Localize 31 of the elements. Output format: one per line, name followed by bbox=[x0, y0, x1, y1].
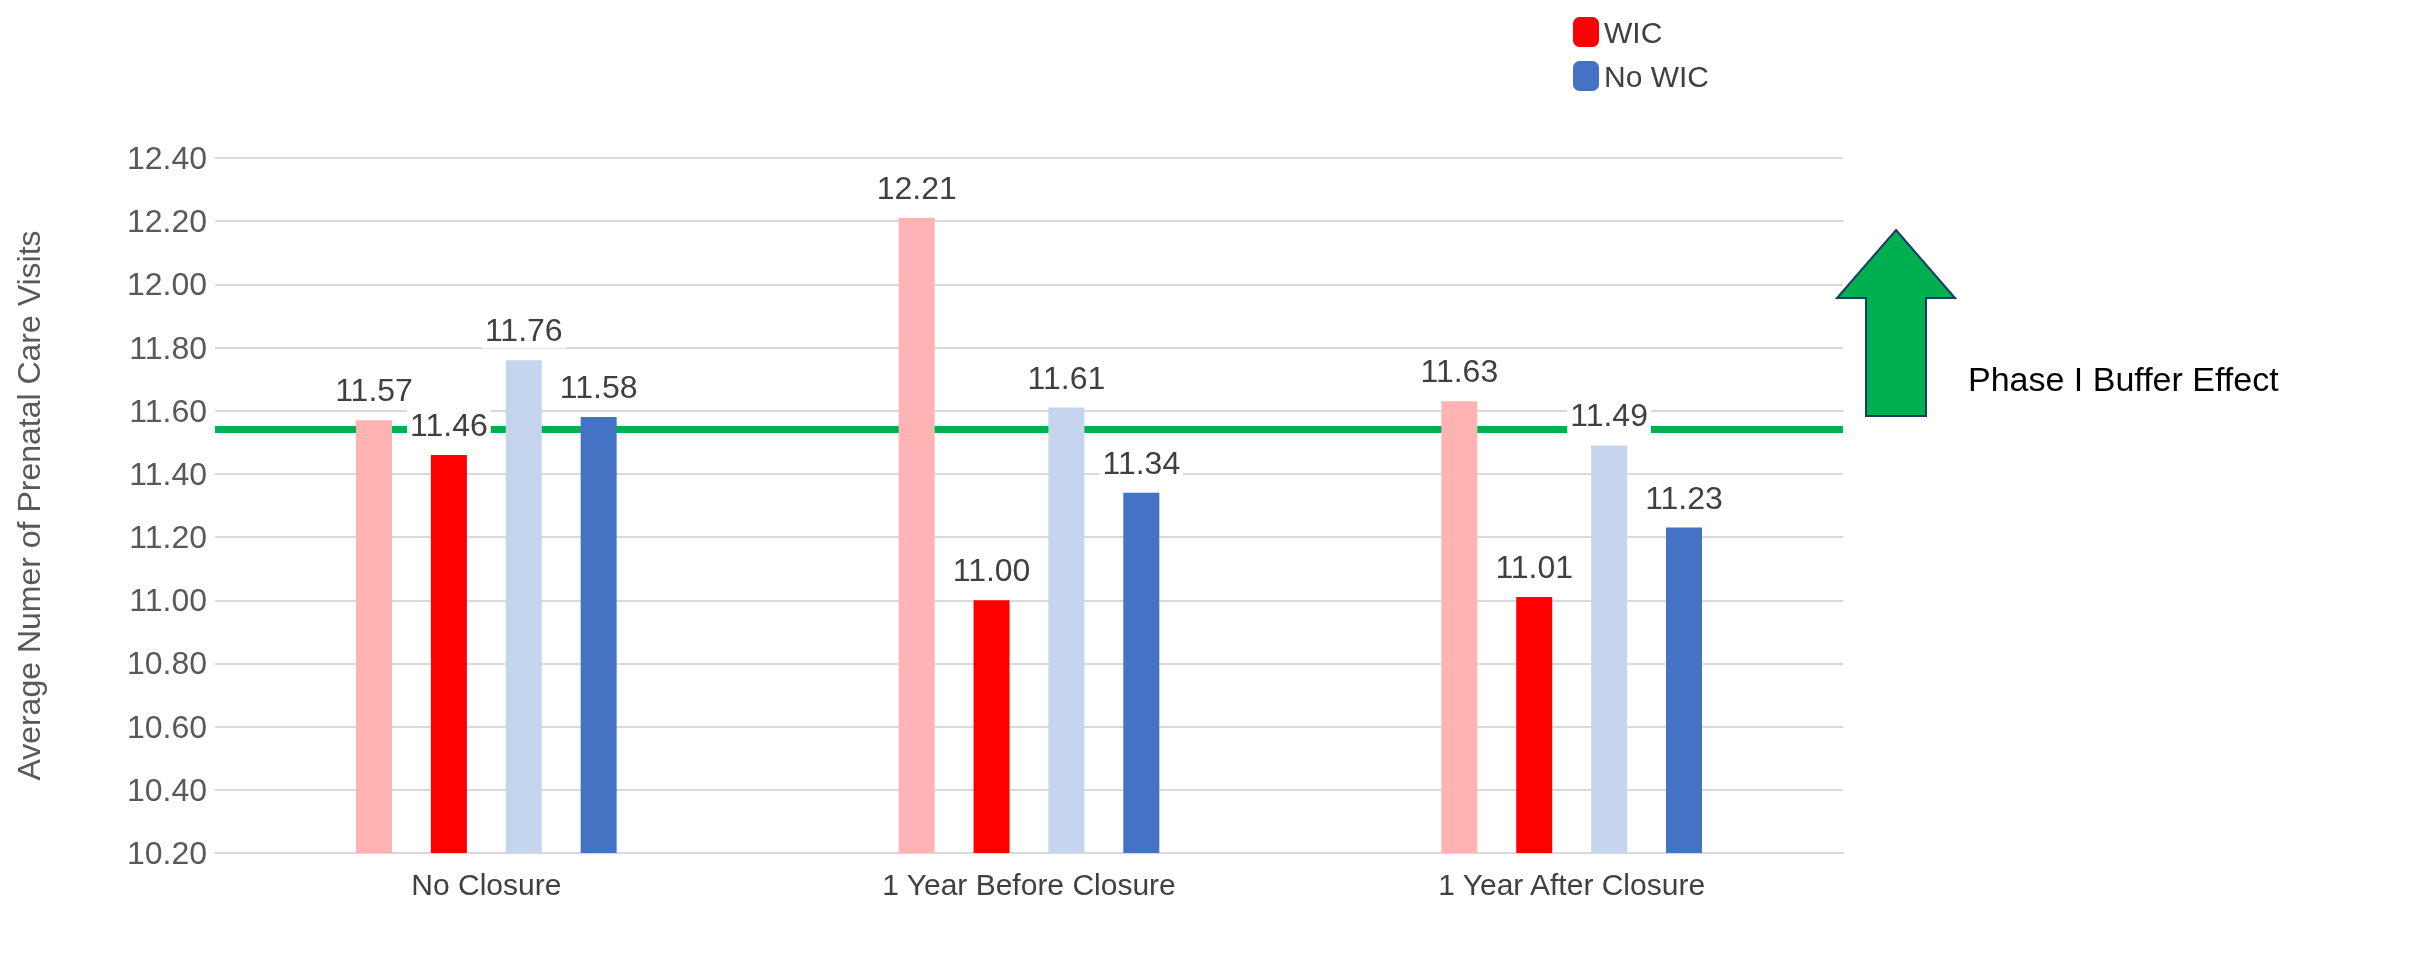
x-tick-label: No Closure bbox=[411, 867, 562, 901]
data-label: 12.21 bbox=[876, 170, 957, 207]
y-tick-label: 11.60 bbox=[129, 392, 207, 429]
data-label: 11.76 bbox=[484, 312, 563, 349]
x-tick-label: 1 Year After Closure bbox=[1438, 867, 1706, 901]
y-tick-label: 12.00 bbox=[126, 266, 207, 303]
y-tick-label: 12.20 bbox=[126, 203, 207, 240]
y-tick-label: 11.20 bbox=[129, 519, 207, 556]
legend-label: No WIC bbox=[1604, 59, 1709, 93]
data-label: 11.34 bbox=[1102, 444, 1181, 481]
data-label: 11.61 bbox=[1027, 359, 1106, 396]
x-tick-label: 1 Year Before Closure bbox=[882, 867, 1176, 901]
y-tick-label: 10.20 bbox=[126, 835, 207, 871]
y-tick-label: 11.80 bbox=[129, 329, 207, 366]
y-tick-label: 11.00 bbox=[129, 582, 207, 619]
y-tick-label: 11.40 bbox=[129, 455, 207, 492]
y-tick-label: 10.80 bbox=[126, 645, 207, 682]
legend-label: WIC bbox=[1604, 15, 1663, 49]
data-label: 11.46 bbox=[410, 406, 488, 443]
y-tick-label: 10.40 bbox=[126, 771, 207, 808]
data-label: 11.00 bbox=[952, 552, 1031, 589]
data-label: 11.23 bbox=[1645, 479, 1723, 516]
data-label: 11.63 bbox=[1420, 353, 1499, 390]
data-label: 11.57 bbox=[335, 372, 413, 409]
data-label: 11.58 bbox=[559, 369, 638, 406]
text: Phase I Buffer Effect bbox=[1968, 360, 2279, 399]
data-label: 11.01 bbox=[1495, 549, 1574, 586]
y-axis-title: Average Numer of Prenatal Care Visits bbox=[11, 230, 47, 781]
data-label: 11.49 bbox=[1570, 397, 1648, 434]
y-tick-label: 12.40 bbox=[126, 140, 207, 176]
y-tick-label: 10.60 bbox=[126, 708, 207, 745]
